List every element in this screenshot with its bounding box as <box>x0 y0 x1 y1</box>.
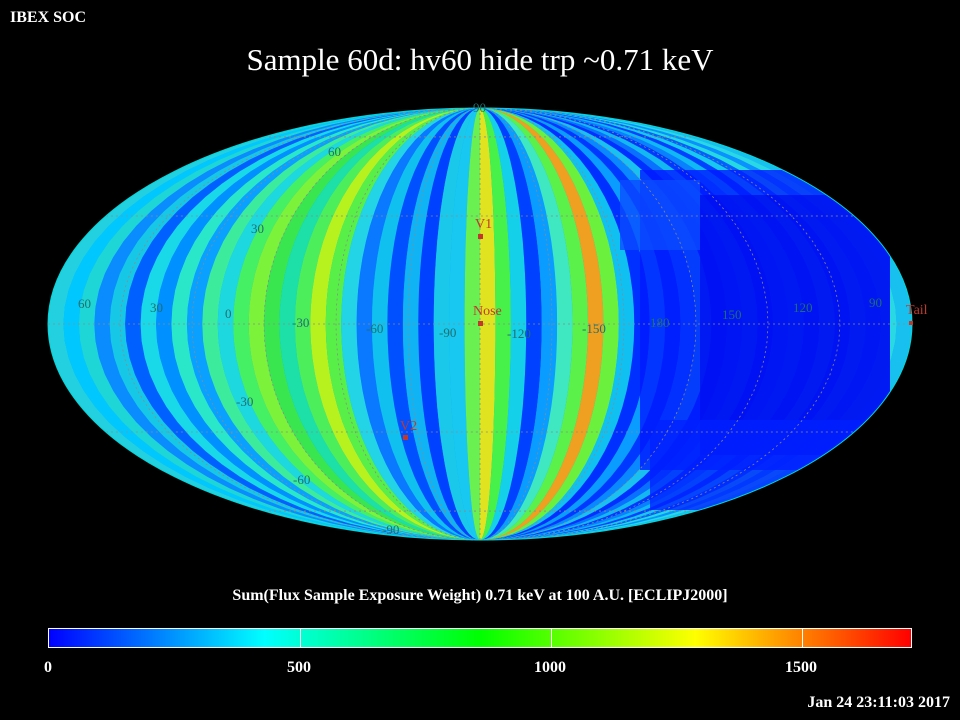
nose-marker <box>478 321 483 326</box>
flux-band <box>372 108 480 540</box>
colorbar-label-1500: 1500 <box>785 659 817 676</box>
low-flux-patch <box>700 195 890 455</box>
colorbar <box>48 628 912 648</box>
plot-title: Sample 60d: hv60 hide trp ~0.71 keV <box>246 42 714 77</box>
lon-label-150: 150 <box>722 307 742 322</box>
colorbar-tick-500 <box>300 629 301 647</box>
lat-label-minus30: -30 <box>236 394 253 409</box>
graticule-meridian <box>479 107 697 541</box>
v2-label: V2 <box>400 419 417 434</box>
lat-label-90: 90 <box>473 100 486 115</box>
lat-label-30: 30 <box>251 221 264 236</box>
colorbar-label-500: 500 <box>287 659 311 676</box>
flux-band <box>433 108 480 540</box>
tail-marker <box>909 321 913 325</box>
graticule-meridian <box>335 107 481 541</box>
colorbar-title: Sum(Flux Sample Exposure Weight) 0.71 ke… <box>232 587 728 604</box>
colorbar-label-1000: 1000 <box>534 659 566 676</box>
lon-label-minus150: -150 <box>582 321 606 336</box>
colorbar-label-0: 0 <box>44 659 52 676</box>
timestamp: Jan 24 23:11:03 2017 <box>807 694 950 711</box>
lat-label-60: 60 <box>328 144 341 159</box>
low-flux-region <box>620 170 890 510</box>
v1-marker <box>478 234 483 239</box>
lon-label-minus60: -60 <box>366 321 383 336</box>
flux-band <box>418 108 480 540</box>
v2-marker <box>403 435 408 440</box>
low-flux-patch <box>620 180 700 250</box>
lat-label-minus90: -90 <box>382 522 399 537</box>
corner-label: IBEX SOC <box>10 9 87 26</box>
colorbar-tick-1500 <box>802 629 803 647</box>
lon-label-180: 180 <box>650 315 670 330</box>
lon-label-60: 60 <box>78 296 91 311</box>
colorbar-tick-1000 <box>551 629 552 647</box>
lat-label-minus60: -60 <box>293 472 310 487</box>
lon-label-30: 30 <box>150 300 163 315</box>
lon-label-minus120: -120 <box>507 326 531 341</box>
flux-band <box>480 108 527 540</box>
nose-label: Nose <box>473 304 502 319</box>
flux-band <box>480 108 511 540</box>
graticule-meridian <box>479 107 553 541</box>
lon-label-minus90: -90 <box>439 325 456 340</box>
v1-label: V1 <box>475 217 492 232</box>
flux-band <box>480 108 573 540</box>
lon-label-minus30: -30 <box>292 315 309 330</box>
lon-label-90: 90 <box>869 295 882 310</box>
lon-label-120: 120 <box>793 300 813 315</box>
graticule-meridian <box>263 107 481 541</box>
lon-label-0: 0 <box>225 306 232 321</box>
tail-label: Tail <box>906 303 928 318</box>
flux-band <box>387 108 480 540</box>
low-flux-patch <box>650 420 860 510</box>
